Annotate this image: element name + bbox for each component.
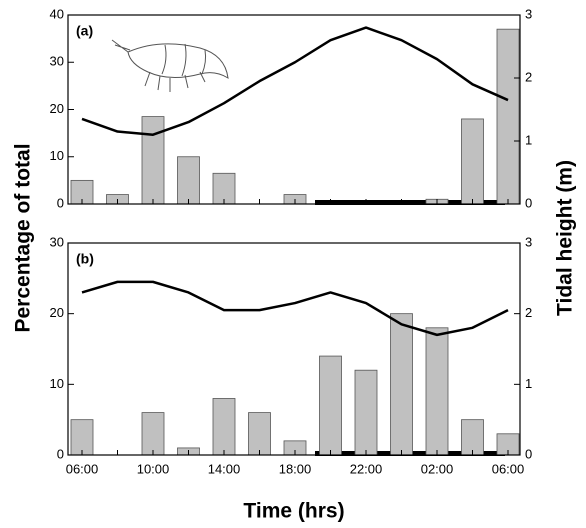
panel-label: (b) [76, 251, 94, 267]
bar [390, 313, 413, 456]
bar [141, 412, 165, 456]
plot-frame [67, 14, 521, 205]
y2-tick-label: 0 [525, 195, 532, 210]
y2-tick-label: 2 [525, 69, 532, 84]
y-tick-label: 20 [50, 101, 64, 116]
x-tick-label: 02:00 [421, 461, 454, 476]
y2-tick-label: 0 [525, 446, 532, 461]
bar [212, 398, 236, 456]
bar [461, 419, 484, 456]
tide-line [81, 26, 509, 136]
y-tick-label: 20 [50, 305, 64, 320]
x-tick-label: 06:00 [492, 461, 525, 476]
y2-axis-label: Tidal height (m) [554, 160, 577, 316]
x-tick-label: 14:00 [208, 461, 241, 476]
bar [496, 28, 520, 205]
panel-label: (a) [76, 23, 93, 39]
y-tick-label: 0 [57, 446, 64, 461]
bar [461, 118, 484, 205]
y2-tick-label: 2 [525, 305, 532, 320]
night-bar [315, 200, 505, 205]
tide-line [81, 280, 509, 337]
y2-tick-label: 1 [525, 132, 532, 147]
bar [425, 327, 449, 456]
bar [319, 355, 342, 456]
bar [354, 369, 378, 456]
x-tick-label: 18:00 [279, 461, 312, 476]
y-axis-label: Percentage of total [12, 143, 35, 332]
x-tick-label: 10:00 [137, 461, 170, 476]
y-tick-label: 10 [50, 376, 64, 391]
y-tick-label: 30 [50, 234, 64, 249]
bar [248, 412, 271, 456]
bar [177, 156, 200, 205]
shrimp-icon [111, 39, 229, 92]
y2-tick-label: 1 [525, 376, 532, 391]
y-tick-label: 30 [50, 54, 64, 69]
y-tick-label: 10 [50, 148, 64, 163]
bar [141, 116, 165, 205]
y-tick-label: 40 [50, 6, 64, 21]
x-tick-label: 22:00 [350, 461, 383, 476]
x-axis-label: Time (hrs) [243, 500, 344, 523]
y-tick-label: 0 [57, 195, 64, 210]
x-tick-label: 06:00 [66, 461, 99, 476]
y2-tick-label: 3 [525, 6, 532, 21]
plot-frame [67, 242, 521, 456]
y2-tick-label: 3 [525, 234, 532, 249]
bar [70, 419, 94, 456]
